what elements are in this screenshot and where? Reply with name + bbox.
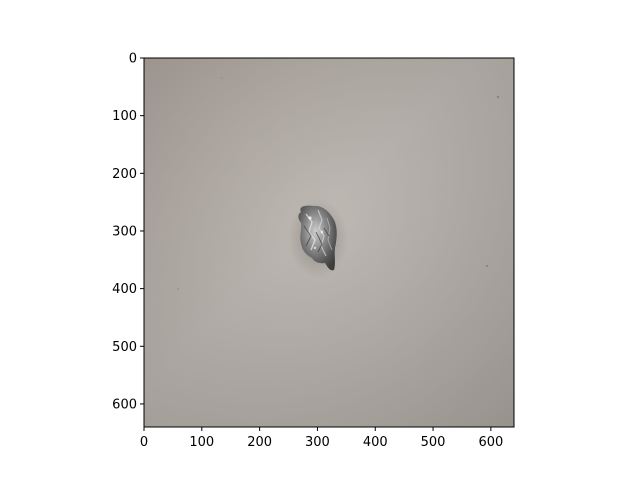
foil-glint [308,216,312,220]
y-tick-label: 0 [129,52,137,67]
surface-speck [177,288,179,290]
y-tick-label: 300 [112,224,137,239]
x-tick-label: 300 [305,435,330,450]
y-axis: 0 100 200 300 400 500 600 [112,52,144,412]
foil-highlight [326,217,333,251]
axes-frame [143,57,515,428]
foil-body [298,205,337,271]
x-tick-label: 400 [363,435,388,450]
foil-crease [303,225,330,253]
foil-glint [320,230,324,234]
foil-glint [313,246,317,250]
y-tick-label: 600 [112,397,137,412]
surface-speck [485,264,489,268]
y-tick-label: 100 [112,109,137,124]
x-tick-label: 100 [189,435,214,450]
x-tick-label: 500 [421,435,446,450]
y-tick-label: 200 [112,167,137,182]
image-plot [144,58,514,427]
surface-speck [221,77,223,79]
x-tick-label: 0 [140,435,148,450]
y-tick-label: 400 [112,282,137,297]
x-tick-label: 600 [478,435,503,450]
x-tick-label: 200 [247,435,272,450]
surface-speck [496,95,500,99]
foil-ball [288,198,348,278]
y-tick-label: 500 [112,340,137,355]
x-axis: 0 100 200 300 400 500 600 [140,427,503,450]
